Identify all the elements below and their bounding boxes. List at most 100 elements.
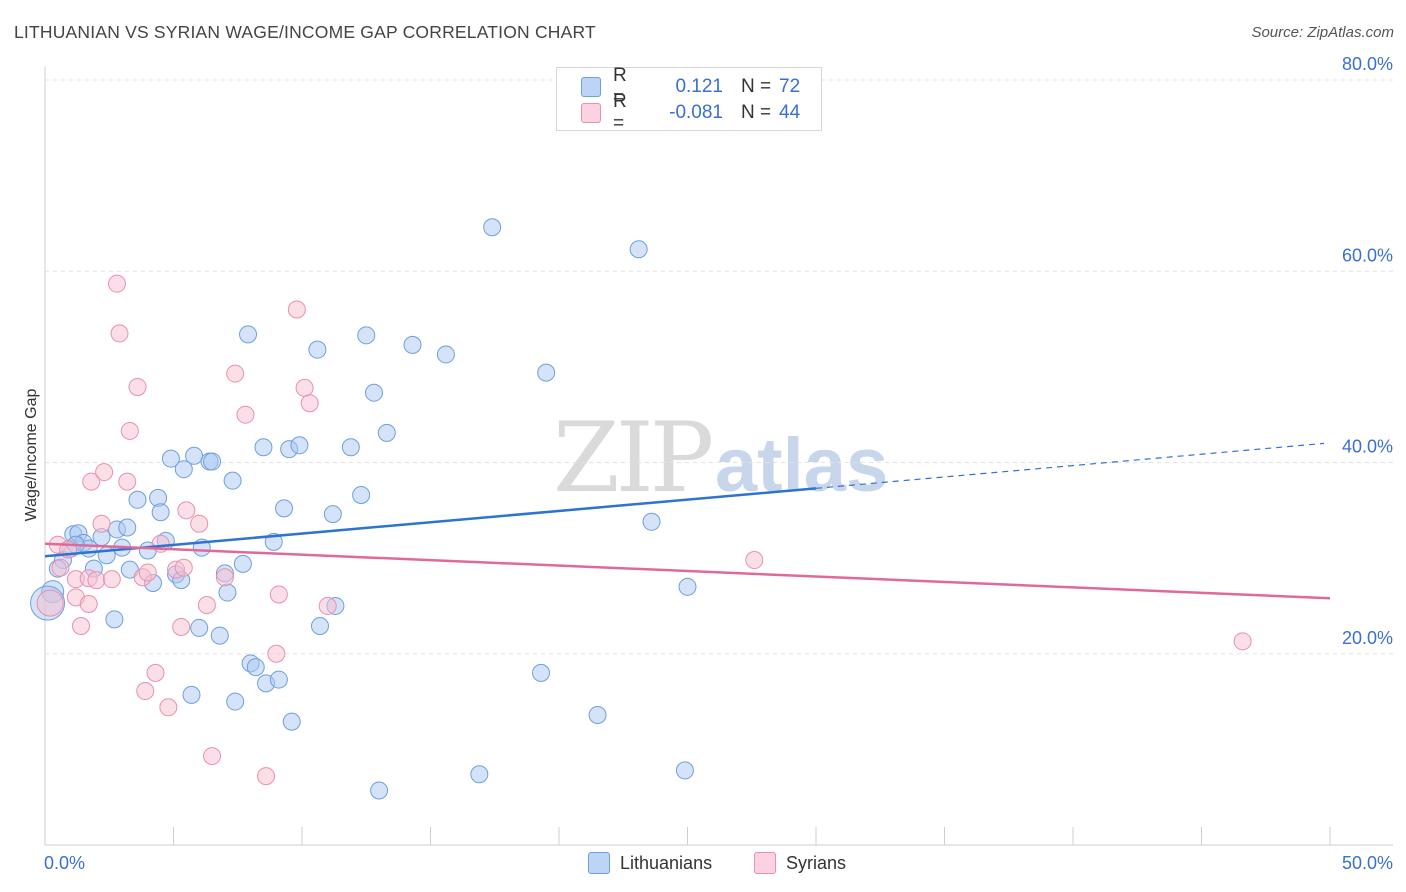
lithuanian-point [254, 438, 273, 457]
lithuanian-point [403, 335, 422, 354]
syrian-point [79, 595, 98, 614]
lithuanian-point [290, 436, 309, 455]
legend-r-value: 0.121 [675, 76, 723, 97]
legend-r-label: R = [613, 91, 627, 134]
lithuanian-point [275, 499, 294, 518]
syrian-point [120, 421, 139, 440]
lithuanian-point [629, 240, 648, 259]
lithuanian-point [105, 610, 124, 629]
syrian-point [269, 585, 288, 604]
legend-n-label: N = [741, 76, 772, 97]
syrian-point [295, 378, 314, 397]
lithuanians-legend-swatch [588, 852, 610, 874]
lithuanian-point [310, 617, 329, 636]
syrian-point [177, 501, 196, 520]
syrian-point [300, 394, 319, 413]
lithuanian-point [364, 383, 383, 402]
syrian-trend-line [44, 542, 1331, 600]
correlation-legend: R = 0.121 N = 72 R = -0.081 N = 44 [556, 65, 822, 134]
lithuanian-point [588, 705, 607, 724]
syrian-point [190, 514, 209, 533]
syrian-point [203, 747, 222, 766]
lithuanian-point [642, 512, 661, 531]
syrian-point [138, 563, 157, 582]
syrian-point [174, 558, 193, 577]
syrian-point [82, 472, 101, 491]
syrian-point [51, 558, 70, 577]
y-tick-label: 20.0% [1342, 628, 1393, 648]
lithuanian-point [128, 490, 147, 509]
watermark-zip: ZIP [553, 402, 714, 514]
syrian-point [197, 595, 216, 614]
y-tick-label: 40.0% [1342, 437, 1393, 457]
syrian-point [87, 571, 106, 590]
y-tick-label: 80.0% [1342, 54, 1393, 74]
lithuanian-point [161, 449, 180, 468]
lithuanian-trend-extension [815, 442, 1325, 489]
syrian-point [36, 589, 64, 617]
lithuanian-point [233, 554, 252, 573]
lithuanian-point [118, 518, 137, 537]
x-tick-label: 50.0% [1342, 853, 1393, 873]
lithuanian-point [352, 486, 371, 505]
syrian-point [159, 698, 178, 717]
lithuanian-point [151, 503, 170, 522]
lithuanian-point [269, 670, 288, 689]
syrian-point [267, 644, 286, 663]
lithuanian-point [203, 452, 222, 471]
lithuanian-point [370, 781, 389, 800]
syrian-point [128, 377, 147, 396]
syrian-point [1233, 632, 1252, 651]
syrian-point [146, 663, 165, 682]
x-tick-label: 0.0% [44, 853, 85, 873]
lithuanian-point [223, 471, 242, 490]
lithuanian-point [174, 460, 193, 479]
syrian-point [172, 617, 191, 636]
syrian-point [110, 324, 129, 343]
lithuanian-point [308, 340, 327, 359]
syrian-point [92, 514, 111, 533]
lithuanian-point [470, 765, 489, 784]
syrian-point [215, 568, 234, 587]
syrian-point [95, 463, 114, 482]
syrian-point [136, 682, 155, 701]
lithuanian-trend-line [44, 487, 817, 558]
legend-n-label: N = [741, 102, 772, 123]
syrian-point [226, 364, 245, 383]
syrian-point [257, 767, 276, 786]
legend-row-syrians: R = -0.081 N = 44 [581, 91, 801, 134]
lithuanian-point [341, 438, 360, 457]
legend-row-lithuanians: R = 0.121 N = 72 [581, 65, 800, 108]
lithuanian-point [210, 626, 229, 645]
bottom-legend-lithuanians: Lithuanians [588, 852, 712, 874]
legend-n-value: 44 [779, 102, 801, 123]
syrian-point [318, 596, 337, 615]
y-tick-label: 60.0% [1342, 245, 1393, 265]
lithuanian-point [282, 712, 301, 731]
legend-r-value: -0.081 [669, 102, 723, 123]
lithuanian-point [483, 218, 502, 237]
syrian-point [71, 617, 90, 636]
legend-r-label: R = [613, 65, 627, 108]
lithuanian-point [182, 685, 201, 704]
syrian-point [107, 274, 126, 293]
lithuanians-swatch [581, 77, 601, 97]
bottom-legend-syrians: Syrians [754, 852, 846, 874]
lithuanian-point [675, 761, 694, 780]
lithuanian-point [190, 618, 209, 637]
lithuanian-point [239, 325, 258, 344]
syrian-point [745, 551, 764, 570]
source-label: Source: ZipAtlas.com [1251, 24, 1394, 41]
chart-title: LITHUANIAN VS SYRIAN WAGE/INCOME GAP COR… [14, 22, 596, 42]
syrians-legend-label: Syrians [786, 852, 847, 873]
syrian-point [287, 300, 306, 319]
lithuanians-legend-label: Lithuanians [620, 852, 713, 873]
lithuanian-point [436, 345, 455, 364]
syrian-point [102, 570, 121, 589]
lithuanian-point [246, 658, 265, 677]
lithuanian-point [678, 577, 697, 596]
syrians-legend-swatch [754, 852, 776, 874]
syrian-point [236, 405, 255, 424]
lithuanian-point [323, 505, 342, 524]
